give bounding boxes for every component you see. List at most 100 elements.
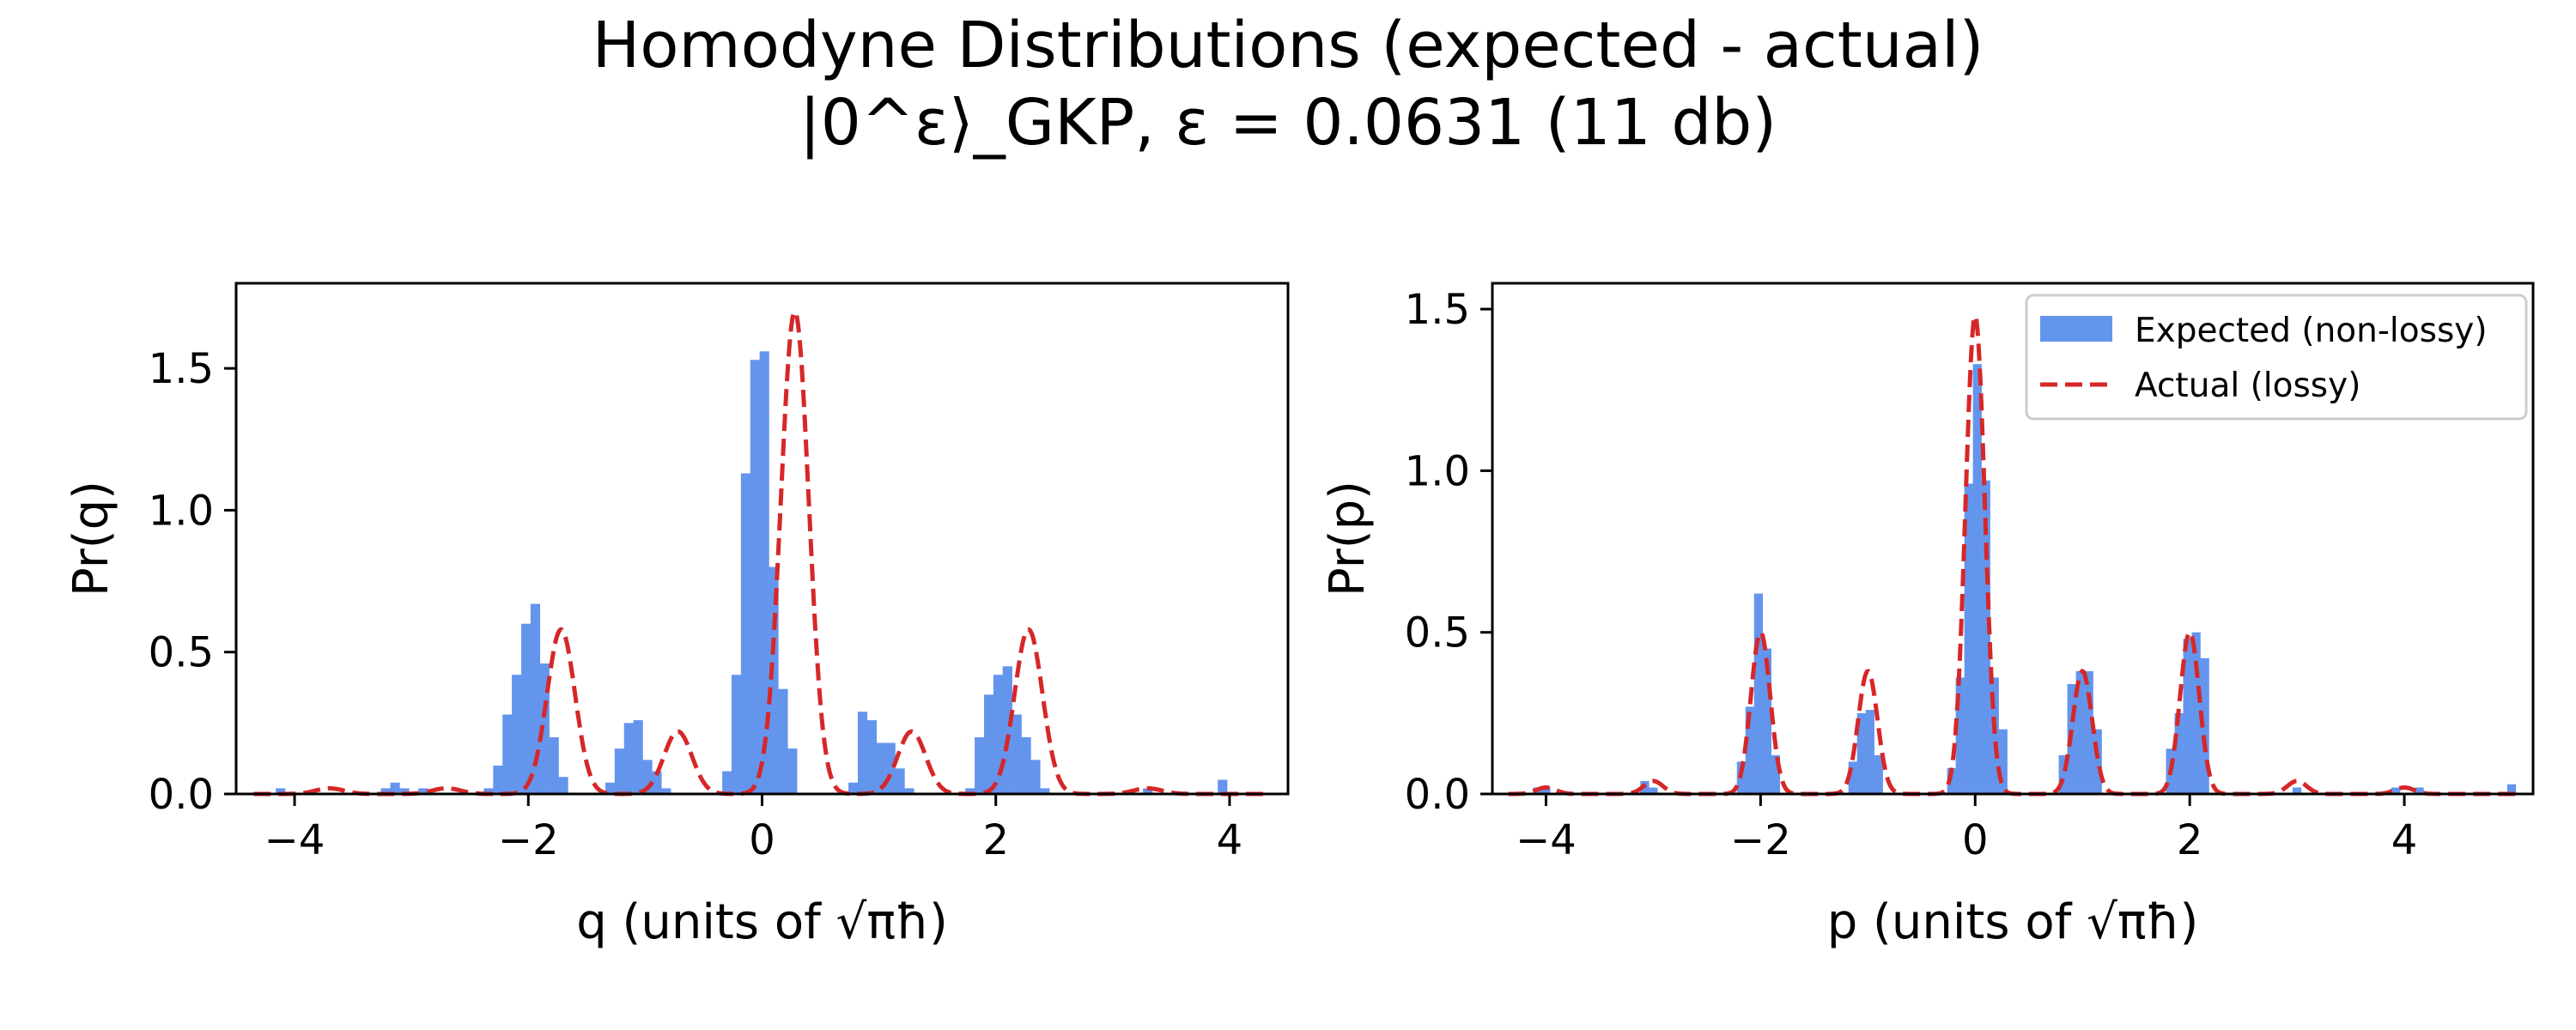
- left-bar-20: [661, 788, 671, 794]
- right-bar-5: [1745, 706, 1754, 794]
- left-bar-43: [1030, 760, 1041, 794]
- right-bar-27: [2183, 639, 2192, 794]
- right-ytick-label-3: 1.5: [1405, 286, 1470, 334]
- right-bar-13: [1947, 767, 1956, 794]
- right-ytick-label-1: 0.5: [1405, 609, 1470, 657]
- left-bar-32: [876, 742, 886, 794]
- right-axes-frame: [1491, 282, 2535, 796]
- right-bar-6: [1753, 593, 1763, 794]
- left-bar-35: [904, 788, 914, 794]
- left-bar-28: [787, 748, 798, 794]
- right-bar-19: [1998, 729, 2008, 794]
- left-bar-3: [399, 788, 410, 794]
- left-bar-38: [983, 694, 994, 794]
- left-bar-2: [390, 782, 400, 794]
- left-bar-37: [975, 736, 985, 794]
- right-x-axis-label: p (units of √πħ): [1827, 894, 2199, 950]
- left-bar-9: [520, 623, 532, 794]
- right-ytick-label-0: 0.0: [1405, 771, 1470, 819]
- right-ytick-label-2: 1.0: [1405, 447, 1470, 495]
- right-y-axis-label: Pr(p): [1320, 481, 1376, 597]
- left-bar-25: [759, 351, 769, 795]
- right-bar-9: [1848, 761, 1857, 794]
- right-xtick-label-1: −2: [1730, 816, 1791, 864]
- left-bar-24: [750, 360, 760, 794]
- right-bar-18: [1990, 677, 1999, 794]
- left-bar-17: [633, 720, 643, 794]
- left-bar-18: [642, 760, 653, 794]
- left-bar-16: [623, 723, 634, 794]
- left-xtick-label-4: 4: [1217, 816, 1243, 864]
- right-bar-14: [1955, 677, 1965, 794]
- right-bar-16: [1972, 364, 1982, 794]
- legend-label-expected: Expected (non-lossy): [2135, 312, 2488, 350]
- right-xtick-label-0: −4: [1516, 816, 1577, 864]
- left-bar-11: [539, 663, 550, 794]
- left-xtick-label-3: 2: [982, 816, 1009, 864]
- left-bar-41: [1012, 714, 1022, 794]
- left-bar-14: [605, 782, 616, 794]
- right-bar-26: [2174, 712, 2184, 794]
- right-bar-23: [2084, 670, 2093, 794]
- right-bar-28: [2191, 632, 2201, 794]
- left-xtick-label-1: −2: [498, 816, 559, 864]
- right-chart-panel: −4 −2 0 2 4 0.0 0.5 1.0 1.5 p (units of √πħ) Pr…: [1320, 282, 2535, 950]
- left-bar-19: [652, 771, 662, 794]
- right-bar-29: [2200, 657, 2209, 794]
- right-bar-7: [1762, 648, 1771, 794]
- right-bar-17: [1981, 480, 1990, 794]
- right-bar-1: [1541, 787, 1551, 794]
- right-bar-3: [1649, 787, 1658, 794]
- right-bar-20: [2058, 754, 2068, 794]
- left-bar-10: [530, 603, 541, 794]
- left-xtick-label-2: 0: [749, 816, 775, 864]
- right-bar-33: [2506, 784, 2517, 794]
- right-bar-11: [1865, 710, 1874, 794]
- left-x-ticks: −4 −2 0 2 4: [264, 794, 1243, 864]
- left-bar-39: [993, 675, 1004, 794]
- right-xtick-label-2: 0: [1962, 816, 1989, 864]
- left-ytick-label-1: 0.5: [149, 629, 214, 677]
- left-bar-15: [614, 748, 625, 794]
- figure-title-line1: Homodyne Distributions (expected - actua…: [592, 9, 1984, 82]
- left-bar-31: [866, 720, 878, 794]
- left-bar-8: [512, 675, 522, 794]
- left-bar-12: [549, 736, 559, 794]
- right-xtick-label-4: 4: [2391, 816, 2418, 864]
- left-bar-6: [493, 765, 503, 794]
- left-ytick-label-0: 0.0: [149, 771, 214, 819]
- left-bar-5: [483, 788, 494, 794]
- right-bar-22: [2075, 670, 2085, 794]
- right-bar-12: [1874, 754, 1883, 794]
- figure-title-line2: |0^ε⟩_GKP, ε = 0.0631 (11 db): [799, 86, 1777, 160]
- left-bar-21: [722, 771, 732, 794]
- left-bar-27: [778, 688, 788, 794]
- right-bar-30: [2292, 787, 2302, 794]
- left-bar-4: [418, 788, 428, 794]
- left-y-ticks: 0.0 0.5 1.0 1.5: [149, 345, 236, 819]
- left-bar-23: [740, 473, 751, 794]
- left-bar-0: [276, 788, 286, 794]
- right-bar-24: [2093, 729, 2102, 794]
- left-bar-40: [1002, 666, 1012, 794]
- left-bar-13: [558, 777, 568, 794]
- left-bar-45: [1143, 788, 1153, 794]
- right-bar-10: [1856, 712, 1866, 794]
- right-xtick-label-3: 2: [2177, 816, 2203, 864]
- left-bar-34: [895, 768, 905, 794]
- legend: Expected (non-lossy) Actual (lossy): [2025, 294, 2528, 421]
- left-bar-42: [1021, 736, 1031, 794]
- left-bar-33: [885, 742, 896, 794]
- left-y-axis-label: Pr(q): [64, 481, 119, 597]
- legend-swatch-expected: [2040, 316, 2112, 342]
- left-chart-panel: −4 −2 0 2 4 0.0 0.5 1.0 1.5 q (units of √πħ) Pr…: [64, 282, 1290, 950]
- left-bar-30: [857, 712, 868, 794]
- right-y-ticks: 0.0 0.5 1.0 1.5: [1405, 286, 1492, 819]
- right-x-ticks: −4 −2 0 2 4: [1516, 794, 2417, 864]
- left-bar-1: [380, 788, 391, 794]
- legend-label-actual: Actual (lossy): [2135, 367, 2360, 405]
- left-bar-29: [848, 782, 859, 794]
- right-bar-32: [2415, 787, 2424, 794]
- right-bar-8: [1771, 754, 1780, 794]
- left-ytick-label-3: 1.5: [149, 345, 214, 393]
